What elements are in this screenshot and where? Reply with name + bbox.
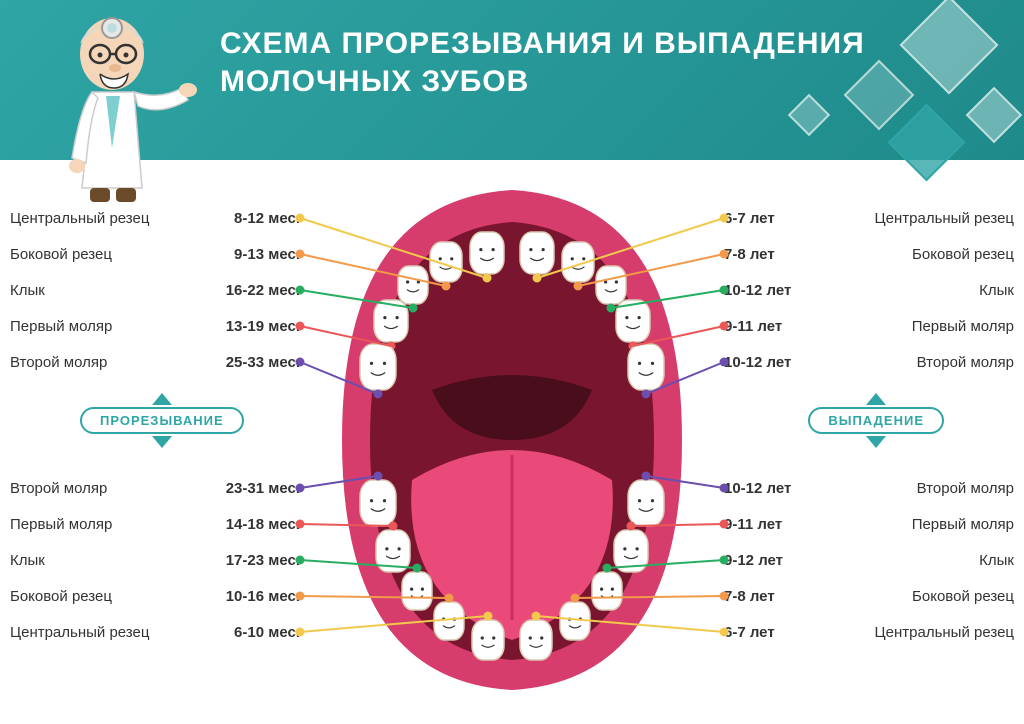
shedding-label: ВЫПАДЕНИЕ	[808, 407, 944, 434]
tooth-value: 16-22 мес.	[216, 282, 300, 299]
tooth-value: 10-12 лет	[724, 354, 801, 371]
tooth-label: Клык	[10, 282, 216, 299]
tooth-row: Центральный резец6-7 лет	[724, 614, 1014, 650]
shedding-lower-list: Второй моляр10-12 летПервый моляр9-11 ле…	[724, 470, 1014, 650]
tooth-row: Второй моляр25-33 мес.	[10, 344, 300, 380]
tooth-value: 9-12 лет	[724, 552, 793, 569]
tooth-row: Клык17-23 мес.	[10, 542, 300, 578]
doctor-icon	[30, 8, 200, 208]
tooth-label: Второй моляр	[801, 480, 1014, 497]
arrow-up-icon	[152, 393, 172, 405]
title-line-1: СХЕМА ПРОРЕЗЫВАНИЯ И ВЫПАДЕНИЯ	[220, 27, 865, 60]
tooth-label: Боковой резец	[10, 588, 216, 605]
tooth-value: 6-7 лет	[724, 210, 785, 227]
tooth-label: Клык	[793, 552, 1014, 569]
arrow-down-icon	[866, 436, 886, 448]
tooth-row: Первый моляр14-18 мес.	[10, 506, 300, 542]
tooth-row: Центральный резец6-7 лет	[724, 200, 1014, 236]
tooth-label: Второй моляр	[10, 480, 216, 497]
tooth-label: Боковой резец	[10, 246, 224, 263]
tooth-label: Центральный резец	[785, 210, 1014, 227]
mouth-diagram	[312, 180, 712, 700]
tooth-label: Первый моляр	[792, 318, 1014, 335]
tooth-value: 9-13 мес.	[224, 246, 300, 263]
page-title: СХЕМА ПРОРЕЗЫВАНИЯ И ВЫПАДЕНИЯ МОЛОЧНЫХ …	[220, 25, 1004, 100]
tooth-label: Второй моляр	[801, 354, 1014, 371]
tooth-value: 13-19 мес.	[216, 318, 300, 335]
tooth-row: Боковой резец10-16 мес.	[10, 578, 300, 614]
tooth-row: Второй моляр10-12 лет	[724, 470, 1014, 506]
tooth-label: Первый моляр	[10, 318, 216, 335]
tooth-row: Первый моляр13-19 мес.	[10, 308, 300, 344]
tooth-value: 8-12 мес.	[224, 210, 300, 227]
eruption-lower-list: Второй моляр23-31 мес.Первый моляр14-18 …	[10, 470, 300, 650]
tooth-value: 7-8 лет	[724, 246, 785, 263]
tooth-row: Боковой резец7-8 лет	[724, 236, 1014, 272]
tooth-label: Центральный резец	[785, 624, 1014, 641]
tooth-row: Первый моляр9-11 лет	[724, 506, 1014, 542]
tooth-row: Боковой резец9-13 мес.	[10, 236, 300, 272]
tooth-value: 6-7 лет	[724, 624, 785, 641]
tooth-label: Первый моляр	[792, 516, 1014, 533]
eruption-label: ПРОРЕЗЫВАНИЕ	[80, 407, 244, 434]
tooth-value: 10-12 лет	[724, 282, 801, 299]
tooth-value: 9-11 лет	[724, 516, 792, 533]
tooth-value: 14-18 мес.	[216, 516, 300, 533]
tooth-value: 10-12 лет	[724, 480, 801, 497]
tooth-row: Клык16-22 мес.	[10, 272, 300, 308]
tooth-label: Боковой резец	[785, 588, 1014, 605]
tooth-label: Второй моляр	[10, 354, 216, 371]
tooth-value: 10-16 мес.	[216, 588, 300, 605]
shedding-upper-list: Центральный резец6-7 летБоковой резец7-8…	[724, 200, 1014, 380]
tooth-row: Клык10-12 лет	[724, 272, 1014, 308]
tooth-value: 6-10 мес.	[224, 624, 300, 641]
eruption-badge: ПРОРЕЗЫВАНИЕ	[80, 393, 244, 448]
tooth-value: 7-8 лет	[724, 588, 785, 605]
content-area: Центральный резец8-12 мес.Боковой резец9…	[0, 160, 1024, 724]
title-line-2: МОЛОЧНЫХ ЗУБОВ	[220, 65, 529, 98]
tooth-row: Второй моляр10-12 лет	[724, 344, 1014, 380]
tooth-row: Первый моляр9-11 лет	[724, 308, 1014, 344]
tooth-row: Клык9-12 лет	[724, 542, 1014, 578]
arrow-up-icon	[866, 393, 886, 405]
tooth-label: Боковой резец	[785, 246, 1014, 263]
shedding-badge: ВЫПАДЕНИЕ	[808, 393, 944, 448]
tooth-value: 9-11 лет	[724, 318, 792, 335]
tooth-row: Боковой резец7-8 лет	[724, 578, 1014, 614]
tooth-label: Клык	[10, 552, 216, 569]
tooth-value: 25-33 мес.	[216, 354, 300, 371]
eruption-upper-list: Центральный резец8-12 мес. Боковой резец9…	[10, 200, 300, 380]
tooth-value: 23-31 мес.	[216, 480, 300, 497]
arrow-down-icon	[152, 436, 172, 448]
tooth-label: Первый моляр	[10, 516, 216, 533]
tooth-row: Центральный резец6-10 мес.	[10, 614, 300, 650]
tooth-label: Центральный резец	[10, 210, 224, 227]
tooth-value: 17-23 мес.	[216, 552, 300, 569]
tooth-label: Центральный резец	[10, 624, 224, 641]
tooth-label: Клык	[801, 282, 1014, 299]
tooth-row: Второй моляр23-31 мес.	[10, 470, 300, 506]
